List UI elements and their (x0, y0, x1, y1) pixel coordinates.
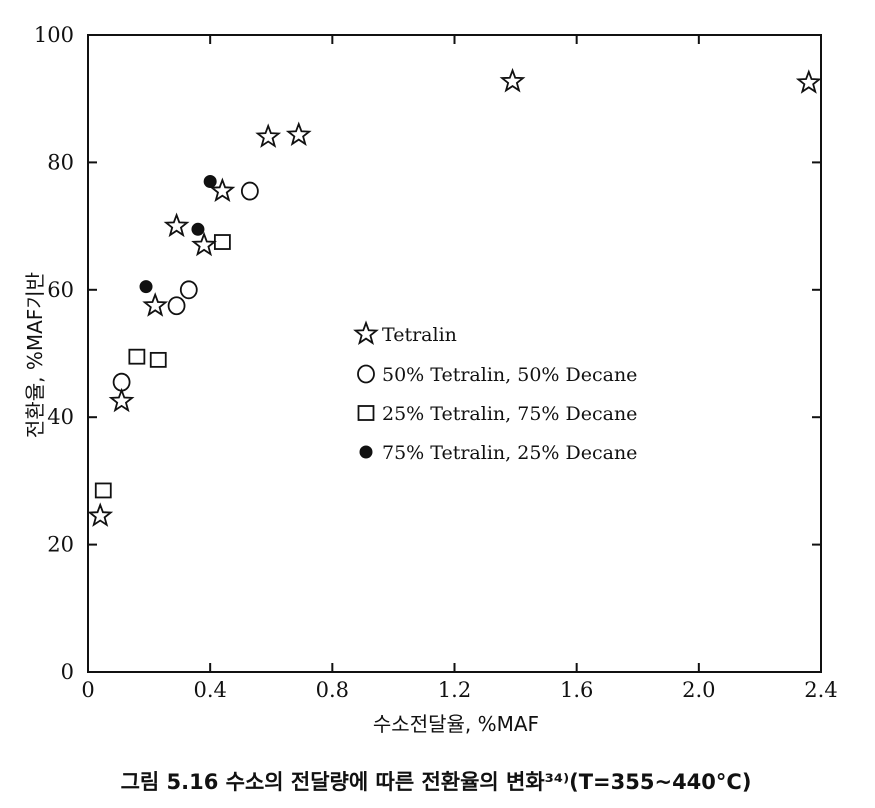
data-point-square (213, 234, 231, 250)
legend-marker-filled-circle (359, 445, 373, 459)
x-tick-label: 0.4 (193, 678, 226, 702)
data-point-filled-circle (191, 222, 205, 236)
data-point-star (795, 69, 822, 94)
legend-label: 75% Tetralin, 25% Decane (382, 442, 637, 464)
x-tick-label: 1.6 (560, 678, 593, 702)
data-point-square (94, 482, 112, 499)
data-point-star (87, 502, 114, 527)
data-point-star (499, 67, 526, 93)
x-axis: 0 0.4 0.8 1.2 1.6 2.0 2.4 (81, 35, 838, 702)
x-tick-label: 2.4 (804, 678, 837, 702)
data-point-square (149, 351, 167, 368)
y-tick-label: 60 (47, 278, 74, 302)
x-tick-label: 0.8 (316, 678, 349, 702)
data-points (87, 67, 822, 527)
data-point-filled-circle (139, 280, 153, 294)
legend-label: Tetralin (382, 324, 457, 346)
legend-label: 25% Tetralin, 75% Decane (382, 403, 637, 425)
legend-marker-star (353, 320, 379, 345)
y-axis-title: 전환율, %MAF기반 (23, 272, 47, 438)
figure-caption: 그림 5.16 수소의 전달량에 따른 전환율의 변화³⁴⁾(T=355~440… (121, 770, 752, 794)
legend-label: 50% Tetralin, 50% Decane (382, 364, 637, 386)
data-point-square (128, 348, 146, 365)
data-point-star (142, 292, 169, 317)
data-point-star (163, 212, 190, 238)
x-tick-label: 1.2 (438, 678, 471, 702)
data-point-star (108, 387, 135, 413)
y-tick-label: 100 (34, 23, 74, 47)
plot-frame (87, 34, 822, 673)
data-point-circle (179, 280, 198, 300)
x-tick-label: 0 (81, 678, 94, 702)
data-point-circle (167, 296, 186, 316)
y-tick-label: 0 (61, 660, 74, 684)
x-axis-title: 수소전달율, %MAF (373, 712, 539, 736)
data-point-circle (240, 181, 259, 201)
y-tick-label: 40 (47, 405, 74, 429)
data-point-filled-circle (203, 175, 217, 189)
data-point-star (209, 177, 236, 203)
data-point-star (285, 121, 312, 146)
y-tick-label: 20 (47, 533, 74, 557)
data-point-star (255, 123, 282, 148)
x-tick-label: 2.0 (682, 678, 715, 702)
legend: Tetralin 50% Tetralin, 50% Decane 25% Tetr… (353, 320, 637, 464)
data-point-circle (112, 372, 131, 392)
legend-marker-circle (357, 364, 375, 384)
data-point-star (191, 231, 217, 257)
legend-marker-square (357, 405, 375, 421)
y-axis: 0 20 40 60 80 100 (34, 23, 821, 684)
y-tick-label: 80 (47, 150, 74, 174)
